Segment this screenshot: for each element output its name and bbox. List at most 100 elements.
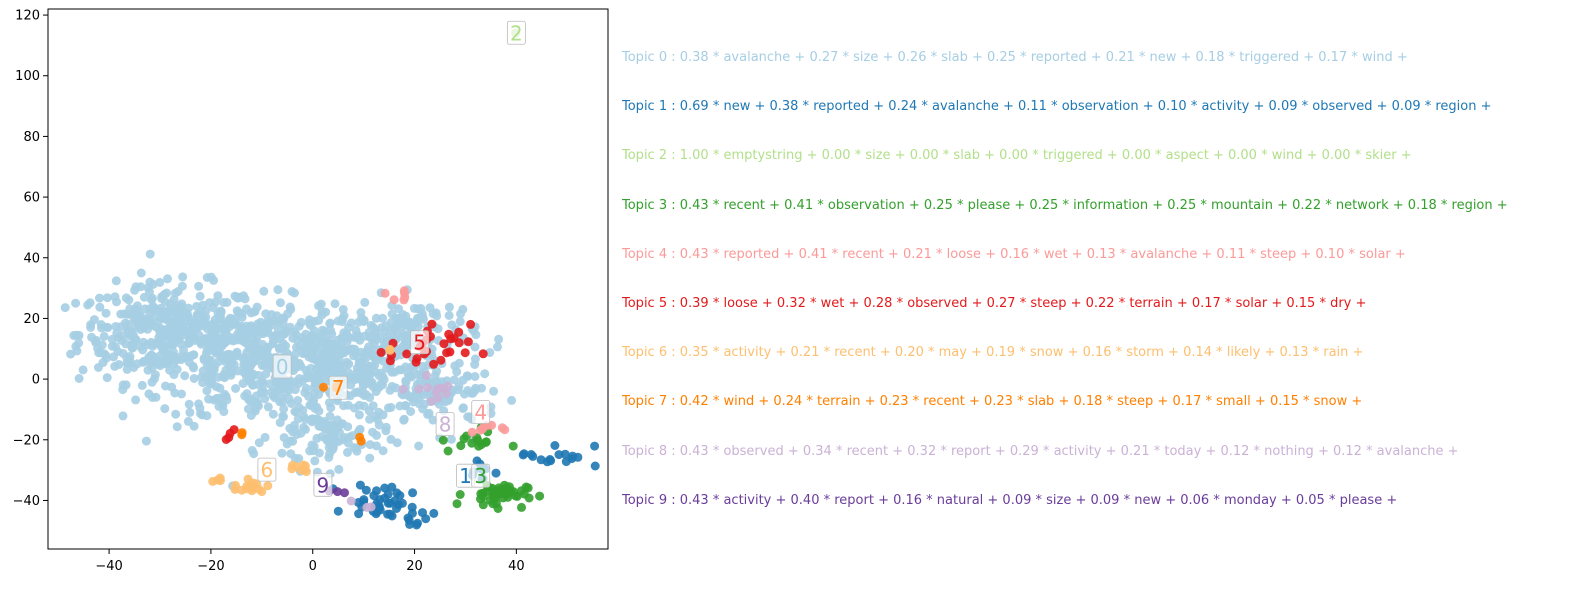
data-point [194, 281, 204, 291]
data-point [185, 407, 195, 417]
data-point [178, 272, 188, 282]
cluster-label-text: 1 [459, 464, 472, 488]
data-point [349, 351, 358, 361]
data-point [234, 327, 244, 337]
cluster-label-box [506, 20, 526, 45]
cluster-label-box [272, 354, 292, 379]
data-point [239, 291, 248, 301]
data-point [381, 337, 391, 347]
data-point [310, 404, 320, 414]
data-point [363, 379, 373, 388]
data-point [442, 348, 452, 358]
data-point [149, 339, 159, 349]
data-point [327, 435, 337, 445]
data-point [278, 397, 288, 407]
data-point [233, 334, 243, 344]
data-point [263, 402, 273, 412]
data-point [297, 465, 307, 475]
data-point [137, 380, 147, 390]
data-point [110, 342, 120, 351]
data-point [300, 336, 310, 346]
data-point [455, 490, 465, 499]
data-point [86, 320, 96, 330]
data-point [489, 489, 499, 499]
data-point [215, 476, 225, 486]
data-point [268, 332, 278, 342]
data-point [385, 344, 395, 354]
data-point [159, 325, 169, 335]
data-point [147, 377, 157, 387]
data-point [280, 328, 290, 338]
data-point [368, 427, 378, 437]
data-point [478, 424, 488, 434]
data-point [188, 361, 198, 371]
cluster-label-1: 1 [456, 463, 475, 488]
data-point [423, 410, 433, 419]
data-point [239, 355, 249, 365]
data-point [433, 393, 443, 403]
data-point [147, 293, 157, 303]
data-point [296, 361, 306, 371]
data-point [357, 371, 367, 381]
data-point [443, 446, 453, 456]
data-point [136, 268, 146, 278]
data-point [412, 520, 422, 530]
data-point [403, 513, 413, 523]
cluster-label-8: 8 [435, 412, 455, 437]
data-point [568, 451, 578, 461]
data-point [151, 358, 161, 368]
data-point [470, 342, 480, 352]
data-point [165, 318, 174, 327]
data-point [452, 367, 462, 377]
cluster-label-box [257, 457, 277, 482]
data-point [519, 449, 529, 459]
data-point [101, 308, 111, 318]
data-point [211, 348, 221, 358]
data-point [199, 353, 209, 363]
data-point [145, 249, 155, 259]
data-point [392, 504, 401, 513]
data-point [343, 447, 352, 457]
cluster-label-text: 0 [276, 355, 289, 379]
data-point [256, 325, 266, 335]
data-point [497, 488, 507, 498]
data-point [359, 315, 369, 325]
data-point [339, 401, 349, 411]
data-point [411, 357, 421, 367]
x-tick-label: −20 [197, 559, 224, 574]
data-point [102, 373, 112, 383]
data-point [333, 506, 343, 516]
y-tick-label: −40 [13, 494, 40, 509]
data-point [399, 414, 409, 424]
data-point [326, 403, 336, 413]
data-point [449, 375, 459, 385]
data-point [131, 395, 141, 405]
cluster-label-9: 9 [313, 472, 333, 497]
data-point [383, 489, 393, 499]
data-point [279, 313, 289, 323]
data-point [237, 428, 247, 438]
data-point [409, 303, 419, 313]
data-point [428, 415, 438, 425]
data-point [489, 386, 499, 396]
data-point [223, 349, 233, 359]
cluster-label-text: 3 [474, 464, 487, 488]
data-point [389, 295, 399, 305]
data-point [103, 323, 113, 332]
data-point [98, 358, 108, 368]
cluster-label-3: 3 [471, 463, 491, 488]
data-point [259, 388, 269, 398]
data-point [249, 329, 259, 338]
data-point [386, 434, 396, 444]
data-point [60, 303, 70, 313]
data-point [470, 372, 480, 381]
data-point [130, 285, 140, 295]
data-point [433, 384, 442, 394]
data-point [301, 383, 311, 393]
data-point [452, 499, 462, 509]
data-point [121, 339, 131, 349]
data-point [250, 406, 260, 416]
data-point [470, 386, 480, 396]
data-point [209, 275, 219, 285]
